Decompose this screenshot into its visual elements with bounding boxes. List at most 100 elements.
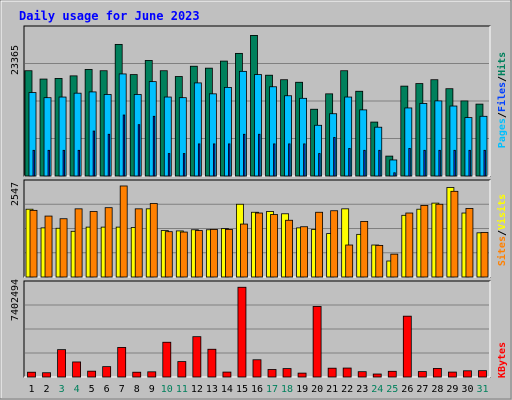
- files-bar: [359, 109, 368, 177]
- day-label: 15: [236, 384, 248, 395]
- pages-bar: [408, 147, 411, 177]
- day-label: 8: [134, 384, 140, 395]
- sites-bar: [450, 190, 459, 278]
- files-bar: [148, 81, 157, 177]
- files-bar: [88, 91, 97, 177]
- day-label: 3: [59, 384, 65, 395]
- sites-bar: [119, 185, 128, 278]
- sites-bar: [285, 219, 293, 278]
- kbytes-bar: [117, 347, 127, 378]
- day-label: 11: [176, 384, 188, 395]
- day-label: 6: [104, 384, 110, 395]
- sites-bar: [420, 205, 429, 278]
- kbytes-max-label: 7402494: [10, 279, 21, 321]
- files-bar: [73, 92, 82, 177]
- files-bar: [239, 70, 247, 177]
- day-label: 9: [149, 384, 155, 395]
- day-label: 29: [446, 384, 458, 395]
- sites-bar: [465, 208, 474, 278]
- kbytes-bar: [87, 370, 97, 378]
- sites-bar: [480, 232, 489, 278]
- pages-bar: [182, 153, 186, 177]
- kbytes-bar: [478, 370, 487, 378]
- day-label: 24: [371, 384, 383, 395]
- sites-bar: [164, 231, 173, 278]
- hits-max-label: 23365: [10, 45, 21, 75]
- day-label: 14: [221, 384, 233, 395]
- sites-bar: [360, 220, 369, 278]
- kbytes-bar: [372, 373, 382, 378]
- sites-bar: [270, 214, 278, 278]
- kbytes-legend: KBytes: [497, 342, 508, 378]
- files-bar: [449, 105, 458, 177]
- pages-bar: [152, 115, 156, 177]
- day-label: 31: [476, 384, 488, 395]
- day-label: 21: [326, 384, 338, 395]
- files-bar: [43, 97, 52, 177]
- kbytes-bar: [237, 286, 247, 378]
- kbytes-bar: [432, 368, 442, 378]
- kbytes-bar: [252, 359, 262, 378]
- sites-bar: [225, 228, 233, 278]
- legend-sep-2: /: [497, 76, 508, 82]
- day-label: 5: [89, 384, 95, 395]
- kbytes-bar: [342, 367, 352, 378]
- files-bar: [284, 95, 292, 177]
- day-label: 2: [44, 384, 50, 395]
- sites-bar: [330, 210, 339, 278]
- pages-bar: [423, 149, 426, 177]
- hits-files-pages-panel: [23, 25, 491, 177]
- pages-bar: [438, 149, 441, 177]
- files-bar: [163, 96, 172, 177]
- legend-sep-1: /: [497, 112, 508, 118]
- pages-bar: [303, 143, 306, 177]
- day-label: 18: [281, 384, 293, 395]
- day-label: 25: [386, 384, 398, 395]
- day-label: 1: [29, 384, 35, 395]
- sites-bar: [89, 211, 98, 278]
- pages-bar: [273, 143, 276, 177]
- sites-bar: [149, 203, 158, 278]
- sites-bar: [74, 208, 83, 278]
- kbytes-bar: [57, 349, 66, 378]
- day-label: 17: [266, 384, 278, 395]
- legend-visits-label: Visits: [496, 194, 508, 230]
- pages-bar: [258, 133, 261, 177]
- legend-sites-label: Sites: [496, 236, 508, 266]
- sites-bar: [209, 228, 218, 278]
- day-label: 20: [311, 384, 323, 395]
- day-labels: 1 2 3 4 5 6 7 8 9 10 11 12 13 14 15 16 17 18 19 20 21 22 23 24 2…: [29, 384, 489, 395]
- sites-max-label: 2547: [10, 182, 21, 206]
- kbytes-bar: [192, 336, 202, 378]
- day-label: 28: [431, 384, 443, 395]
- files-bar: [434, 100, 443, 177]
- sites-bar: [435, 203, 444, 278]
- pages-bar: [77, 149, 80, 177]
- pages-bar: [92, 130, 96, 177]
- chart-title: Daily usage for June 2023: [19, 9, 200, 23]
- files-bar: [103, 94, 112, 177]
- day-label: 4: [74, 384, 80, 395]
- kbytes-panel: [23, 280, 491, 378]
- pages-bar: [468, 149, 471, 177]
- files-bar: [374, 126, 383, 177]
- kbytes-bar: [463, 370, 472, 378]
- files-bar: [464, 117, 473, 177]
- kbytes-bar: [102, 366, 112, 378]
- files-bar: [479, 115, 488, 177]
- pages-bar: [288, 143, 291, 177]
- pages-bar: [107, 133, 111, 177]
- day-label: 10: [161, 384, 173, 395]
- sites-bar: [59, 218, 68, 278]
- pages-bar: [453, 149, 456, 177]
- kbytes-bar: [312, 306, 322, 378]
- legend-pages: Pages/Files/Hits: [496, 52, 508, 148]
- sites-bar: [194, 230, 203, 278]
- pages-bar: [348, 147, 351, 177]
- files-bar: [193, 82, 202, 177]
- day-label: 27: [416, 384, 428, 395]
- sites-bar: [44, 215, 53, 278]
